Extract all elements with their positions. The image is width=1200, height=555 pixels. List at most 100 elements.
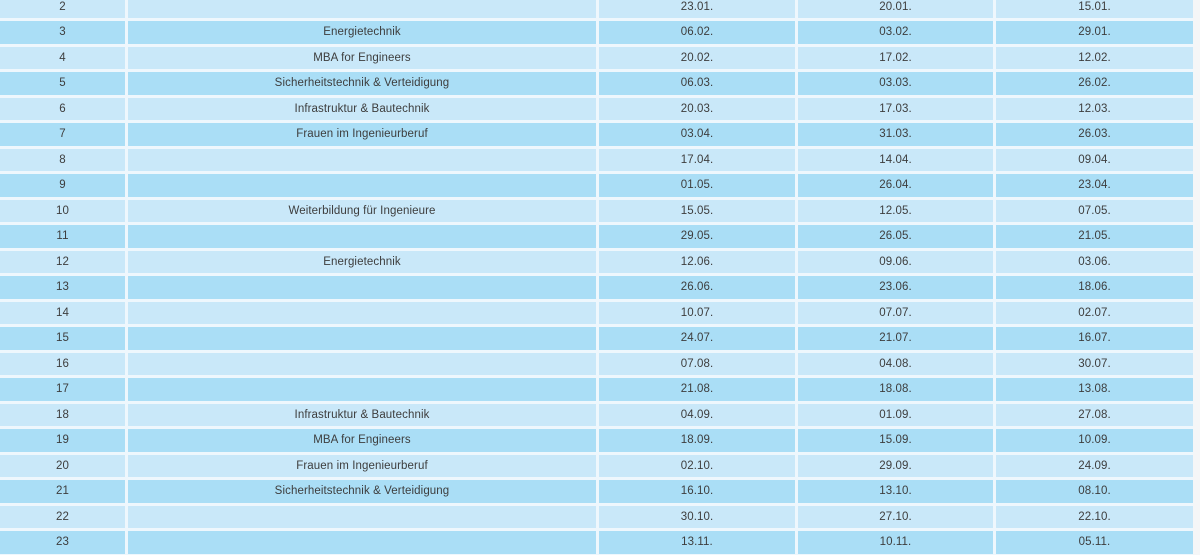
date-column-1-cell: 07.08. [599,352,795,375]
row-number-cell: 8 [0,148,125,171]
date-column-3-cell: 03.06. [996,250,1193,273]
date-column-3-cell: 24.09. [996,454,1193,477]
row-number-cell: 16 [0,352,125,375]
row-number-cell: 3 [0,21,125,44]
date-column-2-cell: 17.03. [798,97,993,120]
table-row: 9 01.05. 26.04. 23.04. [0,174,1193,197]
row-number-cell: 4 [0,46,125,69]
table-row: 22 30.10. 27.10. 22.10. [0,505,1193,528]
date-column-1-cell: 17.04. [599,148,795,171]
date-column-3-cell: 22.10. [996,505,1193,528]
topic-cell [128,148,596,171]
row-number-cell: 18 [0,403,125,426]
table-row: 14 10.07. 07.07. 02.07. [0,301,1193,324]
topic-cell [128,174,596,197]
topic-cell: MBA for Engineers [128,46,596,69]
date-column-1-cell: 29.05. [599,225,795,248]
topic-cell [128,327,596,350]
row-number-cell: 17 [0,378,125,401]
topic-cell: Sicherheitstechnik & Verteidigung [128,480,596,503]
date-column-2-cell: 20.01. [798,0,993,18]
date-column-1-cell: 06.02. [599,21,795,44]
date-column-1-cell: 16.10. [599,480,795,503]
topic-cell: Energietechnik [128,250,596,273]
date-column-1-cell: 04.09. [599,403,795,426]
date-column-3-cell: 29.01. [996,21,1193,44]
date-column-2-cell: 17.02. [798,46,993,69]
row-number-cell: 23 [0,531,125,554]
topic-cell [128,352,596,375]
table-row: 17 21.08. 18.08. 13.08. [0,378,1193,401]
date-column-3-cell: 12.02. [996,46,1193,69]
topic-cell: Energietechnik [128,21,596,44]
date-column-1-cell: 20.03. [599,97,795,120]
topic-cell: Frauen im Ingenieurberuf [128,123,596,146]
topic-cell [128,276,596,299]
row-number-cell: 9 [0,174,125,197]
date-column-2-cell: 31.03. [798,123,993,146]
date-column-2-cell: 12.05. [798,199,993,222]
row-number-cell: 7 [0,123,125,146]
row-number-cell: 2 [0,0,125,18]
table-row: 20 Frauen im Ingenieurberuf 02.10. 29.09. 24… [0,454,1193,477]
table-row: 6 Infrastruktur & Bautechnik 20.03. 17.03. 1… [0,97,1193,120]
table-row: 2 23.01. 20.01. 15.01. [0,0,1193,18]
date-column-3-cell: 12.03. [996,97,1193,120]
topic-cell: MBA for Engineers [128,429,596,452]
date-column-2-cell: 29.09. [798,454,993,477]
date-column-3-cell: 16.07. [996,327,1193,350]
row-number-cell: 12 [0,250,125,273]
date-column-2-cell: 13.10. [798,480,993,503]
date-column-1-cell: 10.07. [599,301,795,324]
date-column-1-cell: 30.10. [599,505,795,528]
row-number-cell: 13 [0,276,125,299]
date-column-3-cell: 05.11. [996,531,1193,554]
date-column-3-cell: 21.05. [996,225,1193,248]
topic-cell: Frauen im Ingenieurberuf [128,454,596,477]
date-column-1-cell: 12.06. [599,250,795,273]
date-column-3-cell: 30.07. [996,352,1193,375]
date-column-2-cell: 18.08. [798,378,993,401]
table-row: 13 26.06. 23.06. 18.06. [0,276,1193,299]
row-number-cell: 22 [0,505,125,528]
topic-cell [128,301,596,324]
table-row: 10 Weiterbildung für Ingenieure 15.05. 12.0… [0,199,1193,222]
topic-cell: Infrastruktur & Bautechnik [128,403,596,426]
date-column-3-cell: 26.02. [996,72,1193,95]
row-number-cell: 10 [0,199,125,222]
date-column-2-cell: 10.11. [798,531,993,554]
table-row: 19 MBA for Engineers 18.09. 15.09. 10.09. [0,429,1193,452]
date-column-3-cell: 27.08. [996,403,1193,426]
date-column-2-cell: 14.04. [798,148,993,171]
date-column-2-cell: 03.02. [798,21,993,44]
topic-cell: Weiterbildung für Ingenieure [128,199,596,222]
date-column-2-cell: 01.09. [798,403,993,426]
table-row: 11 29.05. 26.05. 21.05. [0,225,1193,248]
table-row: 18 Infrastruktur & Bautechnik 04.09. 01.09.… [0,403,1193,426]
row-number-cell: 15 [0,327,125,350]
date-column-3-cell: 23.04. [996,174,1193,197]
date-column-2-cell: 07.07. [798,301,993,324]
date-column-3-cell: 18.06. [996,276,1193,299]
table-row: 21 Sicherheitstechnik & Verteidigung 16.10… [0,480,1193,503]
table-row: 15 24.07. 21.07. 16.07. [0,327,1193,350]
topic-cell [128,0,596,18]
date-column-2-cell: 21.07. [798,327,993,350]
date-column-1-cell: 03.04. [599,123,795,146]
date-column-1-cell: 15.05. [599,199,795,222]
date-column-1-cell: 20.02. [599,46,795,69]
date-column-3-cell: 10.09. [996,429,1193,452]
date-column-1-cell: 23.01. [599,0,795,18]
date-column-1-cell: 21.08. [599,378,795,401]
date-column-1-cell: 01.05. [599,174,795,197]
date-column-2-cell: 23.06. [798,276,993,299]
topic-cell [128,531,596,554]
date-column-2-cell: 26.04. [798,174,993,197]
date-column-1-cell: 26.06. [599,276,795,299]
table-row: 7 Frauen im Ingenieurberuf 03.04. 31.03. 26.… [0,123,1193,146]
topic-cell [128,225,596,248]
row-number-cell: 11 [0,225,125,248]
table-row: 16 07.08. 04.08. 30.07. [0,352,1193,375]
date-column-1-cell: 18.09. [599,429,795,452]
